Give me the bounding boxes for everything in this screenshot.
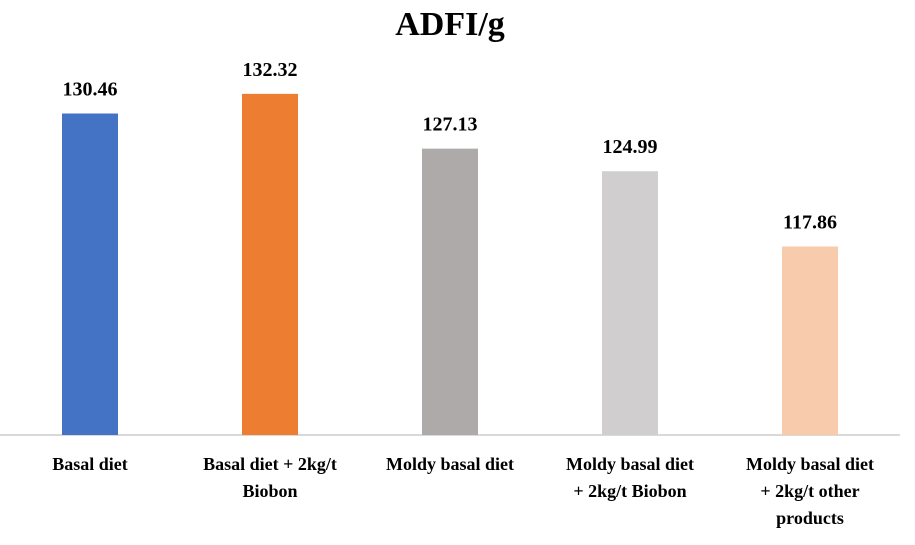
data-labels-group: 130.46 132.32 127.13 124.99 117.86 [63, 59, 837, 234]
bars-group [62, 93, 838, 436]
category-label-5: Moldy basal diet + 2kg/t other products [746, 454, 874, 528]
category-label-line: Biobon [242, 481, 297, 501]
data-label-5: 117.86 [783, 211, 837, 233]
category-label-3: Moldy basal diet [386, 454, 514, 474]
category-label-line: + 2kg/t other [760, 481, 859, 501]
category-label-1: Basal diet [52, 454, 128, 474]
category-label-line: Moldy basal diet [746, 454, 874, 474]
category-label-line: Basal diet + 2kg/t [203, 454, 337, 474]
category-label-4: Moldy basal diet + 2kg/t Biobon [566, 454, 694, 501]
bar-5 [782, 246, 838, 435]
bar-3 [422, 148, 478, 435]
category-label-line: Basal diet [52, 454, 128, 474]
category-label-line: Moldy basal diet [566, 454, 694, 474]
category-label-line: + 2kg/t Biobon [573, 481, 686, 501]
category-label-line: Moldy basal diet [386, 454, 514, 474]
data-label-2: 132.32 [243, 59, 298, 81]
data-label-1: 130.46 [63, 78, 118, 100]
bar-2 [242, 93, 298, 435]
category-label-line: products [776, 508, 844, 528]
data-label-4: 124.99 [603, 136, 658, 158]
bar-1 [62, 113, 118, 436]
chart-title: ADFI/g [395, 6, 505, 43]
data-label-3: 127.13 [423, 114, 478, 136]
category-label-2: Basal diet + 2kg/t Biobon [203, 454, 337, 501]
category-labels-group: Basal diet Basal diet + 2kg/t Biobon Moldy … [52, 454, 874, 528]
bar-4 [602, 171, 658, 436]
